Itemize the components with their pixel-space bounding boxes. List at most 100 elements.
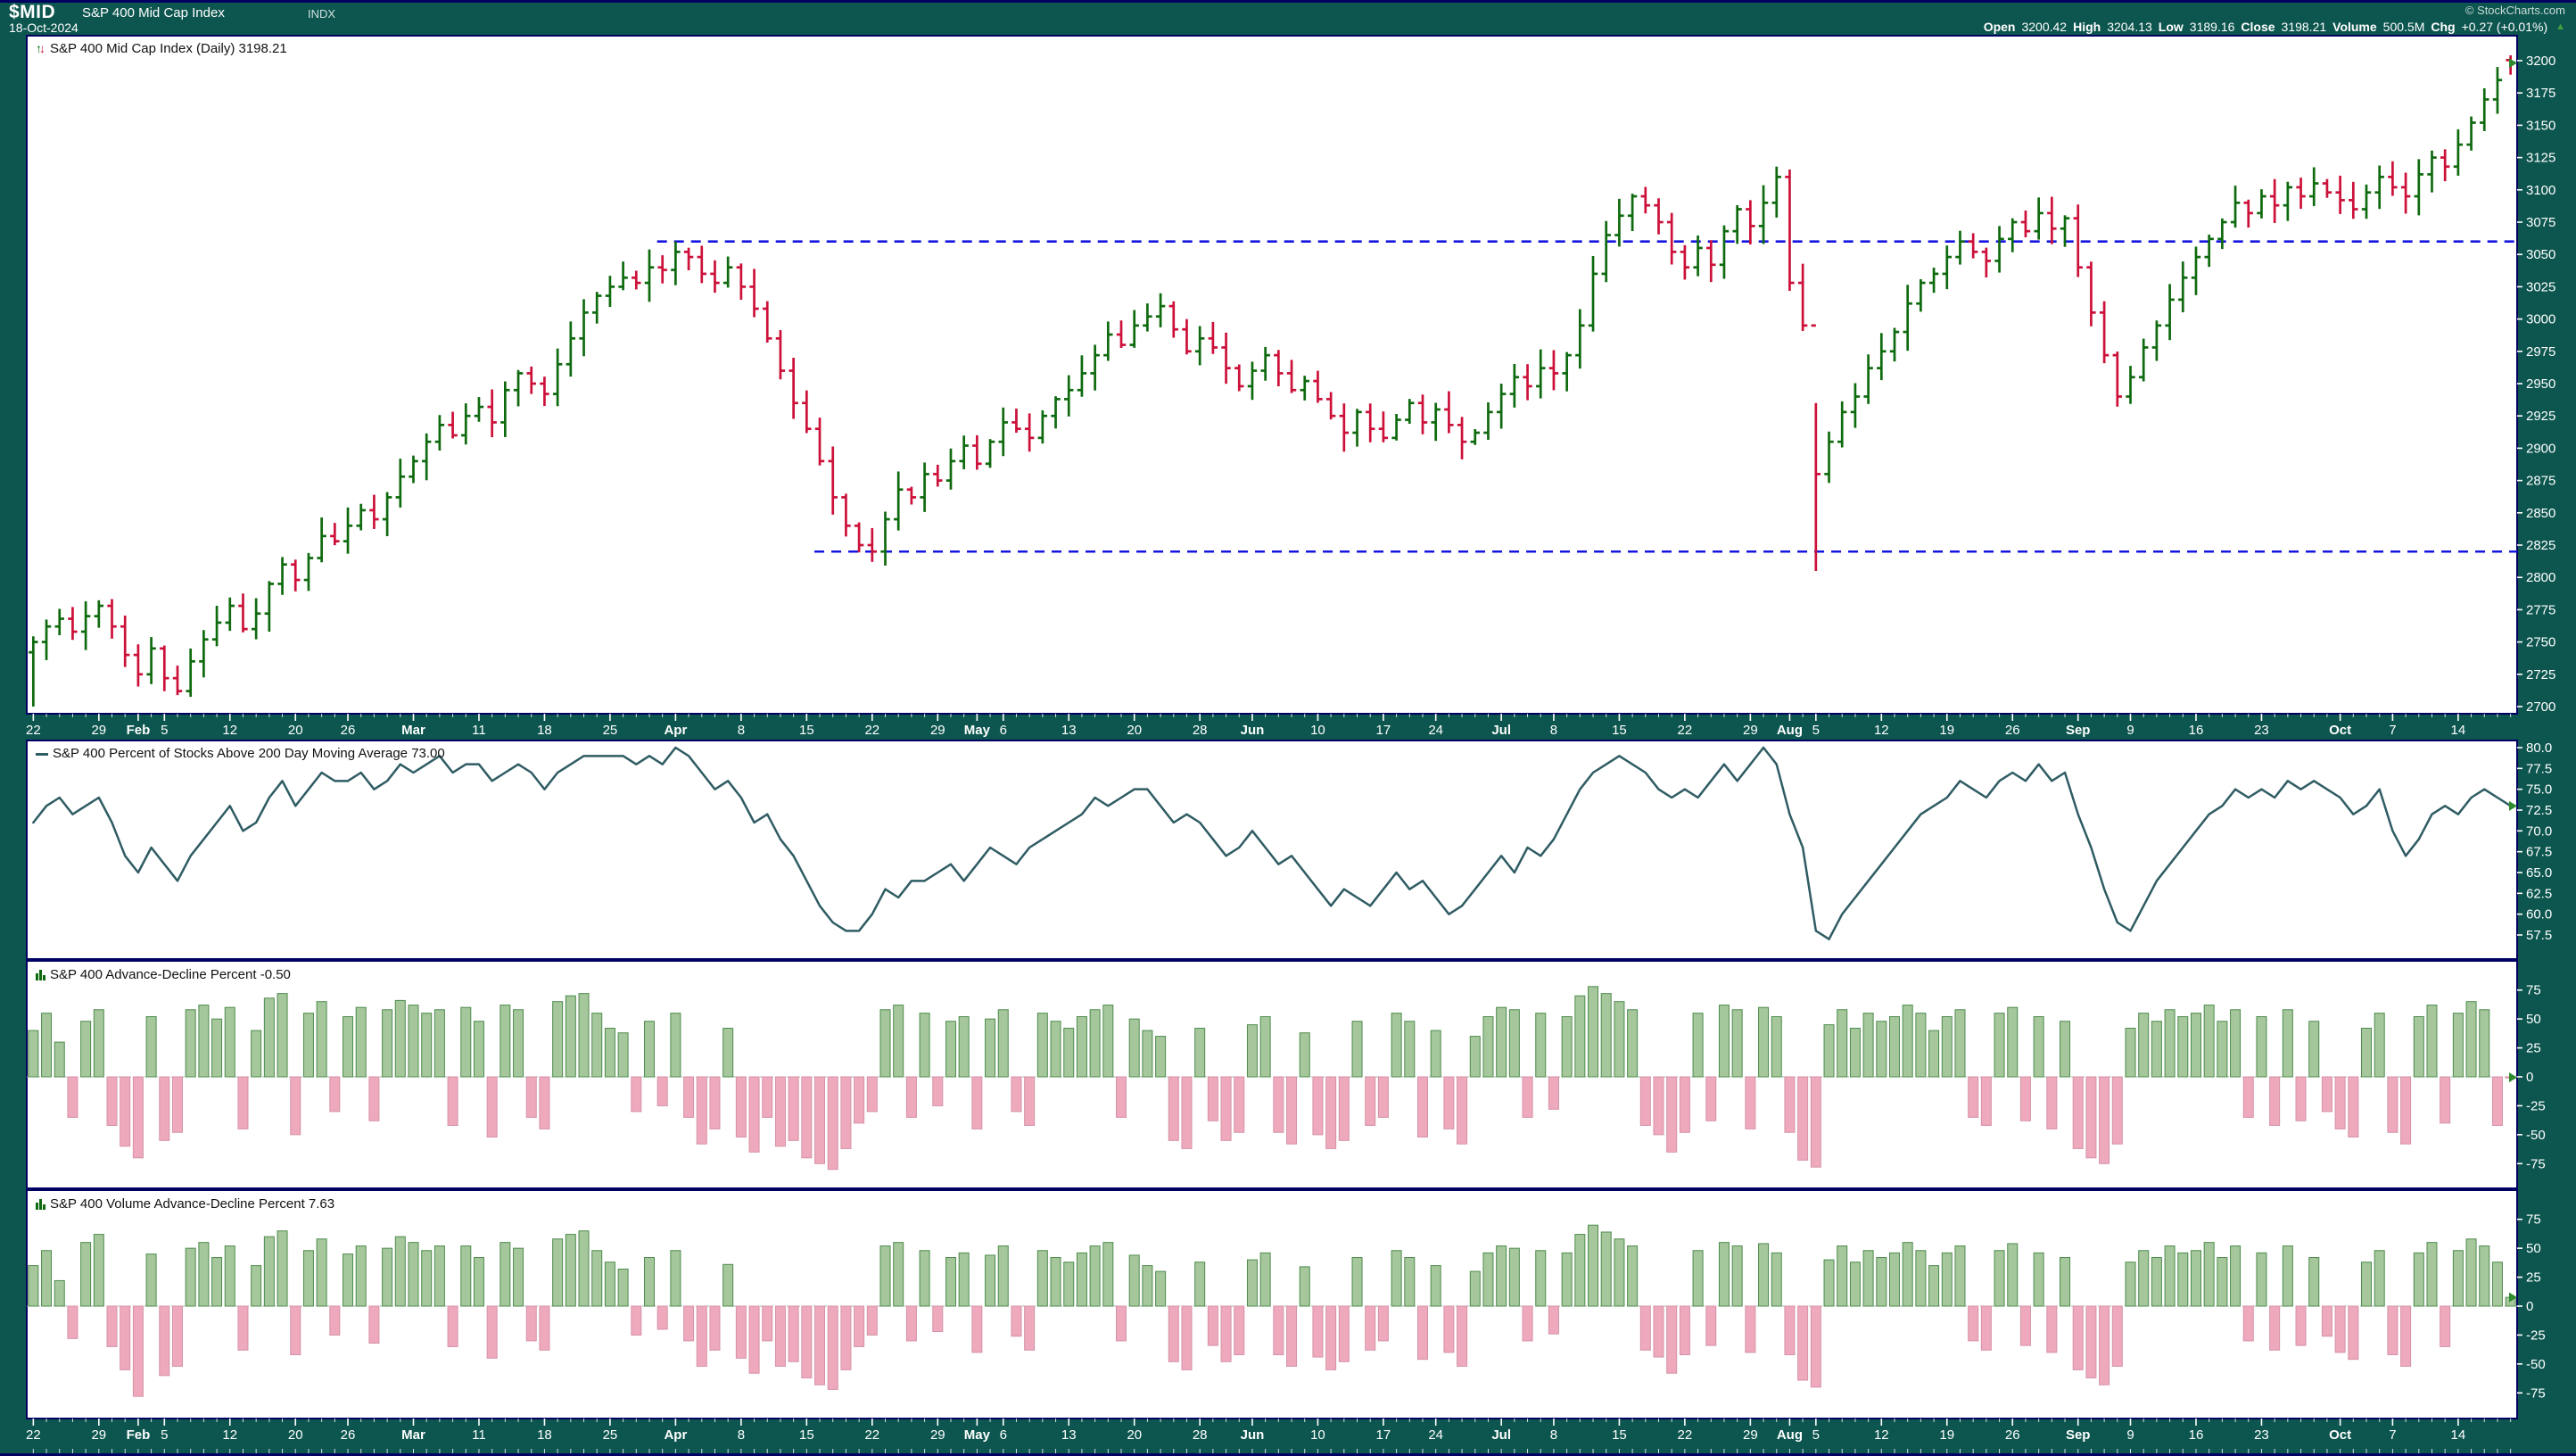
histogram-bar xyxy=(2256,1252,2267,1307)
histogram-bar xyxy=(2177,1252,2189,1307)
histogram-bar xyxy=(2138,1250,2150,1307)
ohlc-bar xyxy=(1300,376,1309,401)
ohlc-bar xyxy=(2466,116,2476,151)
x-tick-label: 19 xyxy=(1939,723,1954,738)
histogram-bar xyxy=(1142,1265,1153,1307)
high-label: High xyxy=(2073,20,2101,34)
histogram-bar xyxy=(382,1247,393,1307)
histogram-bar xyxy=(1207,1076,1218,1121)
y-tick-label: 75 xyxy=(2526,1212,2541,1228)
histogram-bar xyxy=(513,1247,524,1307)
histogram-bar xyxy=(185,1247,196,1307)
histogram-bar xyxy=(1404,1257,1416,1307)
ohlc-bar xyxy=(959,435,969,469)
ohlc-bar xyxy=(906,486,917,505)
ohlc-bar xyxy=(657,255,667,284)
y-tick-label: 25 xyxy=(2526,1041,2541,1056)
y-tick-label: 65.0 xyxy=(2526,865,2552,881)
ohlc-bar xyxy=(644,249,655,302)
ohlc-bar xyxy=(330,523,340,546)
ohlc-bar xyxy=(1221,332,1231,385)
histogram-bar xyxy=(1102,1242,1114,1307)
histogram-bar xyxy=(1535,1250,1547,1307)
histogram-bar xyxy=(2019,1076,2031,1121)
histogram-bar xyxy=(171,1076,183,1133)
histogram-bar xyxy=(1312,1076,1324,1136)
histogram-bar xyxy=(656,1305,668,1330)
ohlc-bar xyxy=(1968,233,1978,259)
histogram-bar xyxy=(1639,1076,1651,1126)
y-tick-label: 2875 xyxy=(2526,474,2555,489)
histogram-bar xyxy=(1574,1234,1586,1307)
volume-label: Volume xyxy=(2332,20,2377,34)
histogram-bar xyxy=(2452,1013,2464,1078)
last-value-marker xyxy=(2509,800,2517,811)
histogram-bar xyxy=(814,1076,826,1164)
ohlc-bar xyxy=(251,598,261,640)
y-tick-label: 75 xyxy=(2526,983,2541,998)
ohlc-bar xyxy=(1850,383,1861,428)
x-tick-label: May xyxy=(964,723,991,738)
x-tick-label: 12 xyxy=(222,723,237,738)
histogram-bar xyxy=(1312,1305,1324,1358)
histogram-bar xyxy=(41,1013,53,1078)
ohlc-bar xyxy=(369,494,379,529)
x-tick-label: 15 xyxy=(799,723,814,738)
x-tick-label: Sep xyxy=(2066,1427,2091,1443)
histogram-bar xyxy=(578,993,590,1078)
histogram-bar xyxy=(919,1250,930,1307)
ohlc-bar xyxy=(592,292,602,324)
histogram-bar xyxy=(774,1076,786,1147)
histogram-bar xyxy=(1994,1013,2005,1078)
x-tick-label: 12 xyxy=(222,1427,237,1443)
volume-ad-percent-panel xyxy=(27,1224,2517,1397)
ohlc-bar xyxy=(264,581,275,633)
histogram-bar xyxy=(54,1041,65,1078)
histogram-bar xyxy=(473,1021,484,1078)
histogram-bar xyxy=(1469,1270,1481,1307)
histogram-bar xyxy=(394,1236,406,1307)
ohlc-bar xyxy=(2492,67,2503,114)
x-tick-label: Jun xyxy=(1241,723,1265,738)
ohlc-bar xyxy=(1509,363,1520,408)
x-tick-label: 5 xyxy=(161,723,168,738)
ohlc-bar xyxy=(2322,178,2332,198)
histogram-bar xyxy=(1024,1305,1036,1351)
y-tick-label: -50 xyxy=(2526,1357,2546,1372)
histogram-bar xyxy=(93,1009,104,1078)
y-tick-label: -25 xyxy=(2526,1328,2546,1343)
ohlc-bar xyxy=(2453,129,2464,176)
histogram-bar xyxy=(1653,1305,1664,1358)
x-tick-label: 29 xyxy=(930,723,945,738)
histogram-bar xyxy=(224,1245,235,1307)
histogram-bar xyxy=(1718,1005,1730,1078)
histogram-bar xyxy=(1823,1024,1835,1078)
ohlc-bar xyxy=(1234,364,1244,392)
x-tick-label: 17 xyxy=(1376,1427,1391,1443)
ohlc-bar xyxy=(1037,410,1048,444)
ohlc-bar xyxy=(2047,196,2057,244)
ohlc-bar xyxy=(1666,212,1677,265)
ohlc-bar xyxy=(54,608,64,635)
ohlc-bar xyxy=(671,241,681,285)
x-tick-label: 5 xyxy=(161,1427,168,1443)
histogram-bar xyxy=(433,1009,445,1078)
histogram-bar xyxy=(2164,1245,2176,1307)
ohlc-bar xyxy=(1024,413,1035,452)
histogram-bar xyxy=(421,1013,433,1078)
ohlc-bar xyxy=(945,448,956,490)
ohlc-bar xyxy=(605,276,615,308)
histogram-bar xyxy=(1286,1305,1298,1367)
y-tick-label: 3000 xyxy=(2526,312,2555,327)
x-tick-label: 9 xyxy=(2126,1427,2134,1443)
ohlc-bar xyxy=(434,415,445,451)
histogram-bar xyxy=(1876,1021,1887,1078)
histogram-bar xyxy=(774,1305,786,1367)
y-tick-label: 80.0 xyxy=(2526,740,2552,756)
ohlc-bar xyxy=(133,644,144,687)
y-tick-label: 25 xyxy=(2526,1270,2541,1286)
histogram-bar xyxy=(198,1005,210,1078)
ohlc-bar xyxy=(2073,204,2083,277)
x-tick-label: 29 xyxy=(1743,1427,1758,1443)
histogram-bar xyxy=(290,1305,301,1355)
